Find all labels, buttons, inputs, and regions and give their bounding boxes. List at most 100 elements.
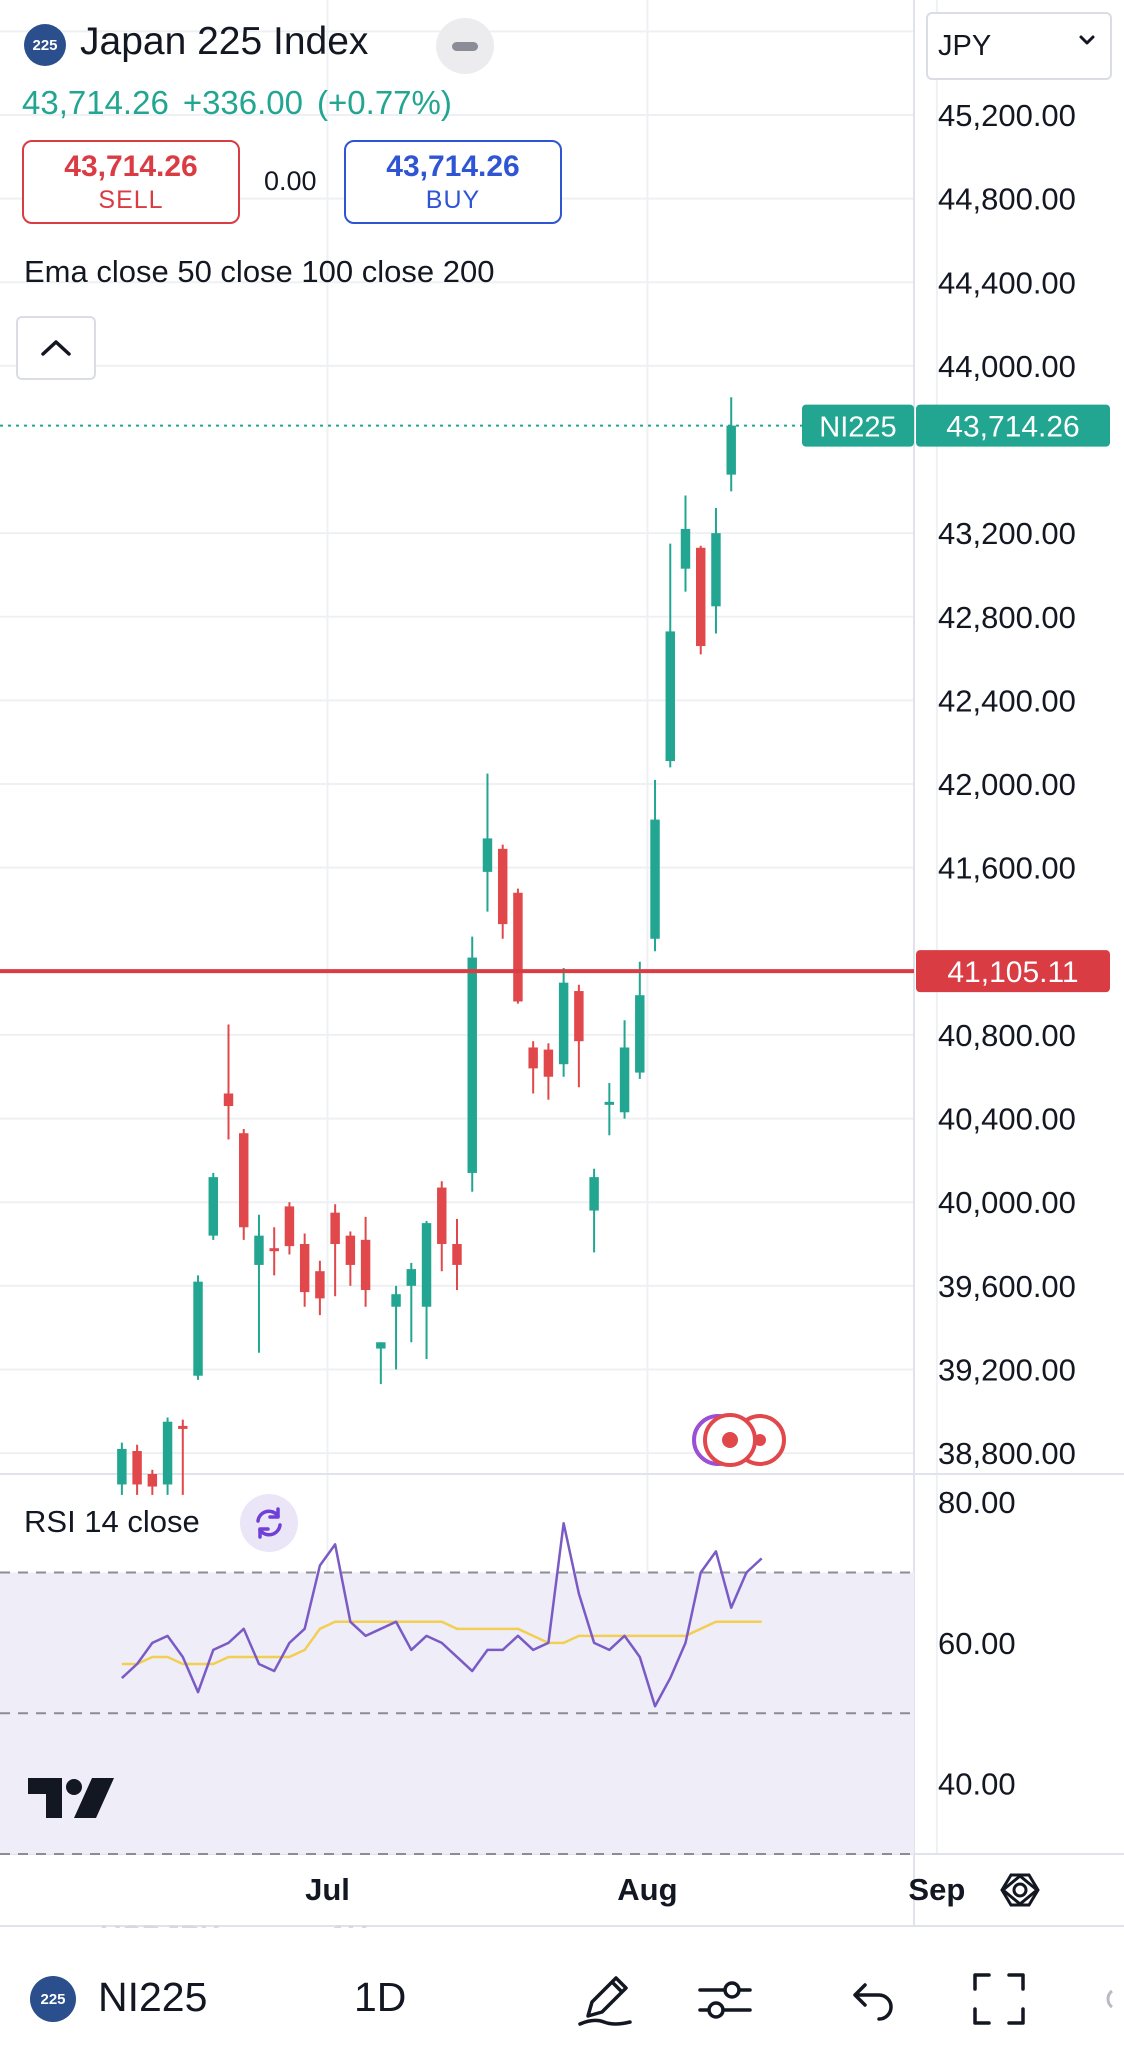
candle-body <box>574 991 584 1042</box>
rsi-tick-label: 80.00 <box>938 1485 1016 1520</box>
candle <box>619 1020 630 1119</box>
candle <box>482 773 493 912</box>
candle-body <box>208 1177 218 1236</box>
candle <box>589 1168 599 1253</box>
symbol-title[interactable]: Japan 225 Index <box>80 20 369 63</box>
time-axis-label: Sep <box>908 1872 965 1907</box>
candle-body <box>528 1047 538 1069</box>
rsi-reload-button[interactable] <box>240 1494 298 1552</box>
last-price: 43,714.26 <box>22 84 169 121</box>
candle-body <box>635 995 645 1073</box>
candle-body <box>589 1177 599 1211</box>
candle <box>711 508 721 634</box>
candle-body <box>178 1425 188 1429</box>
candle <box>315 1260 325 1316</box>
interval-button[interactable]: 1D <box>354 1974 407 2020</box>
candle <box>178 1419 188 1495</box>
rsi-line <box>121 1522 763 1708</box>
price-tick-label: 40,400.00 <box>938 1102 1076 1137</box>
buy-button[interactable]: 43,714.26 BUY <box>344 140 562 224</box>
sliders-icon <box>698 1981 752 2019</box>
more-tools-peek[interactable] <box>1100 1964 1124 2034</box>
collapse-legend-button[interactable] <box>436 18 494 74</box>
candle <box>635 961 645 1079</box>
candle-body <box>650 819 660 939</box>
price-tick-label: 45,200.00 <box>938 98 1076 133</box>
rsi-tick-label: 40.00 <box>938 1767 1016 1802</box>
candle-body <box>680 528 691 569</box>
spread-value: 0.00 <box>264 166 317 196</box>
chevron-up-icon <box>41 340 71 356</box>
candle <box>117 1442 127 1495</box>
currency-select[interactable]: JPY <box>926 12 1112 80</box>
time-axis-label: Aug <box>617 1872 677 1907</box>
candle <box>558 968 569 1077</box>
candle-body <box>406 1269 417 1286</box>
sell-button[interactable]: 43,714.26 SELL <box>22 140 240 224</box>
candle-body <box>315 1271 325 1299</box>
candle <box>360 1216 371 1307</box>
price-tick-label: 40,000.00 <box>938 1185 1076 1220</box>
candle-body <box>437 1187 447 1245</box>
candle <box>543 1043 554 1100</box>
candle-body <box>711 533 721 607</box>
candle <box>574 984 584 1088</box>
price-tick-label: 43,200.00 <box>938 516 1076 551</box>
candle-body <box>619 1047 630 1113</box>
rsi-tick-label: 60.00 <box>938 1626 1016 1661</box>
price-tick-label: 42,000.00 <box>938 767 1076 802</box>
candle <box>345 1231 356 1286</box>
candle-body <box>299 1244 310 1293</box>
tradingview-logo <box>28 1776 114 1825</box>
quote-line: 43,714.26 +336.00 (+0.77%) <box>22 84 466 122</box>
bottom-toolbar <box>0 1928 1124 2048</box>
candle <box>299 1233 310 1307</box>
refresh-icon <box>256 1507 282 1539</box>
candle <box>208 1172 218 1240</box>
price-tick-label: 42,400.00 <box>938 683 1076 718</box>
last-price-axis-label: 43,714.26 <box>946 411 1079 444</box>
candle-body <box>147 1474 158 1487</box>
horizontal-line-axis-label: 41,105.11 <box>947 956 1078 989</box>
candle-body <box>391 1294 401 1307</box>
symbol-price-tag-label: NI225 <box>819 412 896 444</box>
horizontal-line-axis-tag <box>916 950 1110 993</box>
candle-body <box>132 1451 142 1485</box>
chart-settings-icon[interactable] <box>1000 1873 1040 1907</box>
fullscreen-button[interactable] <box>964 1964 1034 2034</box>
price-tick-label: 44,400.00 <box>938 265 1076 300</box>
candle-body <box>269 1248 279 1252</box>
candle-body <box>284 1206 295 1247</box>
candle <box>269 1227 279 1276</box>
candle <box>604 1083 615 1136</box>
ema-indicator-legend[interactable]: Ema close 50 close 100 close 200 <box>24 254 495 289</box>
last-price-axis-tag <box>916 404 1110 447</box>
candle-body <box>558 982 569 1065</box>
candle-body <box>513 892 523 1002</box>
candle <box>284 1202 295 1255</box>
candle <box>696 545 706 655</box>
candle <box>726 397 736 492</box>
symbol-search-button[interactable]: NI225 <box>98 1974 208 2020</box>
candle <box>421 1221 432 1360</box>
collapse-indicators-button[interactable] <box>16 316 96 380</box>
drawing-tools-button[interactable] <box>570 1964 640 2034</box>
rsi-signal-line <box>121 1620 762 1666</box>
candle <box>513 888 523 1004</box>
candle <box>437 1181 447 1272</box>
indicators-settings-button[interactable] <box>690 1964 760 2034</box>
rsi-indicator-legend[interactable]: RSI 14 close <box>24 1504 200 1539</box>
price-tick-label: 44,000.00 <box>938 349 1076 384</box>
candle <box>330 1204 340 1297</box>
price-tick-label: 40,800.00 <box>938 1018 1076 1053</box>
candle <box>680 495 691 592</box>
sell-price: 43,714.26 <box>64 150 198 183</box>
chevron-down-icon <box>1079 35 1095 45</box>
candle-body <box>665 631 675 762</box>
buy-price: 43,714.26 <box>386 150 520 183</box>
candle-body <box>482 838 493 872</box>
price-tick-label: 42,800.00 <box>938 600 1076 635</box>
candle-body <box>726 425 736 475</box>
undo-button[interactable] <box>836 1964 906 2034</box>
